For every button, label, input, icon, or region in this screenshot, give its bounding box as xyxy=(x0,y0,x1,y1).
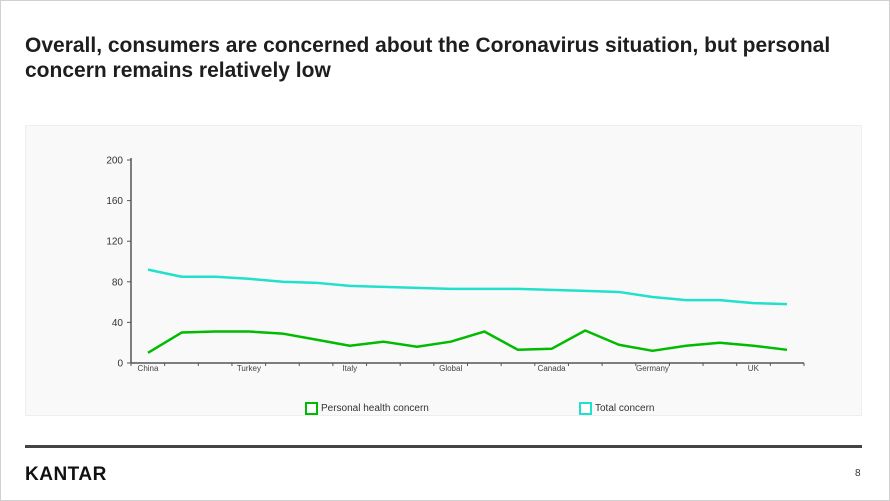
x-tick-label: Italy xyxy=(342,364,357,373)
kantar-logo: KANTAR xyxy=(25,464,107,485)
legend-swatch-personal xyxy=(305,402,318,415)
x-tick-label: Canada xyxy=(538,364,567,373)
y-tick-label: 200 xyxy=(106,156,123,167)
slide-title: Overall, consumers are concerned about t… xyxy=(25,34,831,82)
page-number: 8 xyxy=(855,468,861,479)
legend-label-total: Total concern xyxy=(595,403,655,414)
legend-label-personal: Personal health concern xyxy=(321,403,429,414)
x-tick-label: China xyxy=(138,364,159,373)
series-line-total xyxy=(147,268,788,306)
y-tick-label: 120 xyxy=(106,237,123,248)
chart-panel xyxy=(25,125,862,416)
series-line-personal xyxy=(147,329,788,354)
x-tick-label: Germany xyxy=(636,364,669,373)
x-tick-label: Global xyxy=(439,364,462,373)
x-tick-label: UK xyxy=(748,364,760,373)
y-tick-label: 160 xyxy=(106,196,123,207)
footer-divider xyxy=(25,445,862,448)
y-tick-label: 0 xyxy=(117,359,123,370)
y-tick-label: 40 xyxy=(112,318,124,329)
legend-swatch-total xyxy=(579,402,592,415)
x-tick-label: Turkey xyxy=(237,364,261,373)
legend-item-personal: Personal health concern xyxy=(305,402,429,415)
legend-item-total: Total concern xyxy=(579,402,654,415)
y-tick-label: 80 xyxy=(112,277,124,288)
